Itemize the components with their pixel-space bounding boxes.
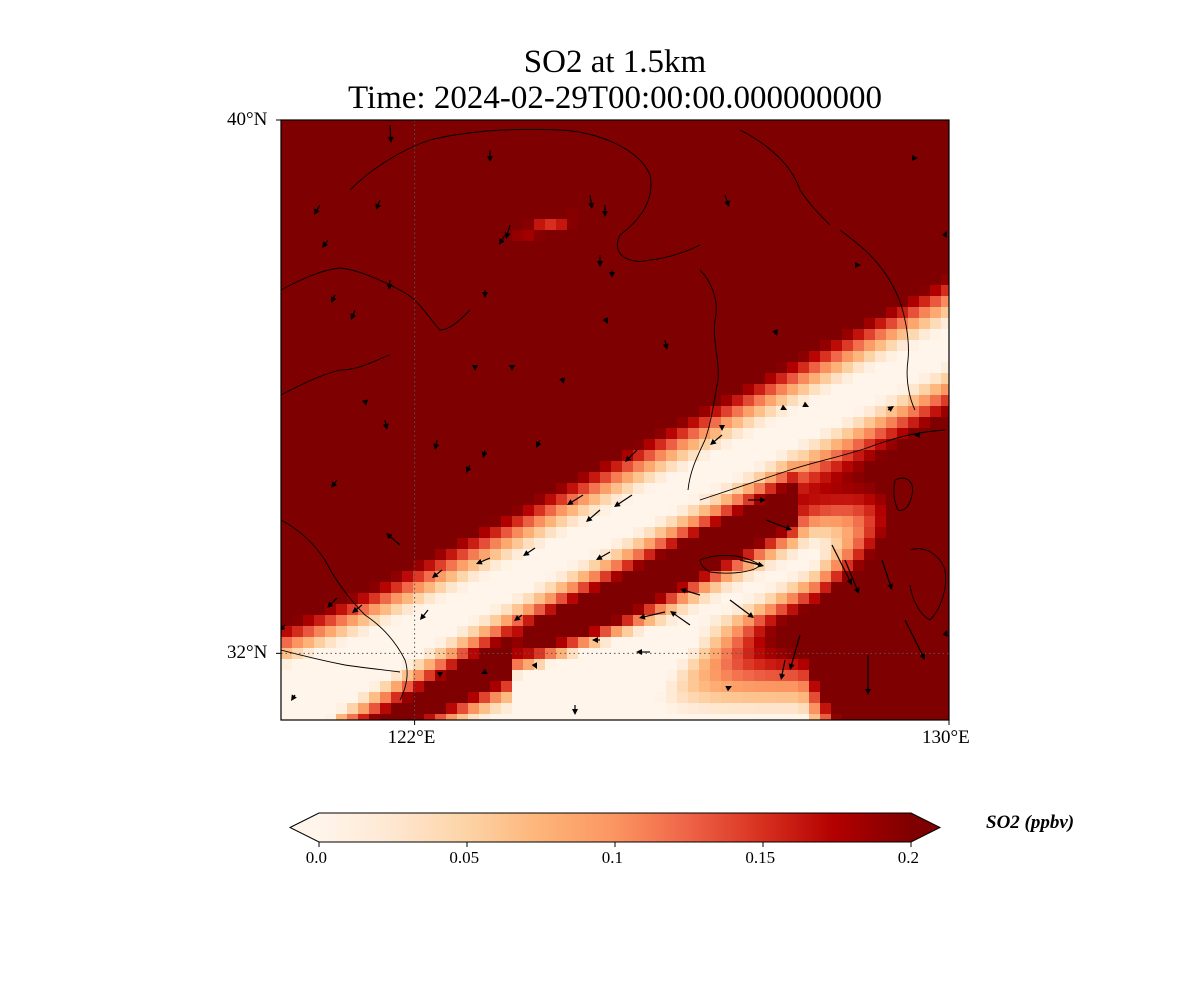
map-title: SO2 at 1.5km bbox=[523, 44, 707, 80]
axis-ticks bbox=[276, 119, 950, 725]
colorbar-tick-label: 0.05 bbox=[449, 848, 480, 867]
gridlines bbox=[281, 120, 949, 720]
colorbar-tick-label: 0.2 bbox=[897, 848, 920, 867]
colorbar bbox=[288, 812, 942, 847]
wind-vectors bbox=[281, 124, 948, 715]
x-tick-label: 130°E bbox=[922, 727, 970, 748]
y-tick-label: 32°N bbox=[227, 642, 268, 664]
so2-field bbox=[281, 120, 949, 720]
map-subtitle-time: Time: 2024-02-29T00:00:00.000000000 bbox=[347, 80, 883, 116]
coastlines bbox=[281, 128, 947, 701]
colorbar-tick-label: 0.15 bbox=[745, 848, 776, 867]
y-tick-label: 40°N bbox=[227, 109, 268, 130]
colorbar-label: SO2 (ppbv) bbox=[986, 812, 1075, 833]
colorbar-tick-label: 0.0 bbox=[305, 848, 328, 867]
colorbar-tick-label: 0.1 bbox=[601, 848, 624, 867]
x-tick-label: 122°E bbox=[387, 727, 436, 748]
map-frame bbox=[280, 119, 950, 721]
